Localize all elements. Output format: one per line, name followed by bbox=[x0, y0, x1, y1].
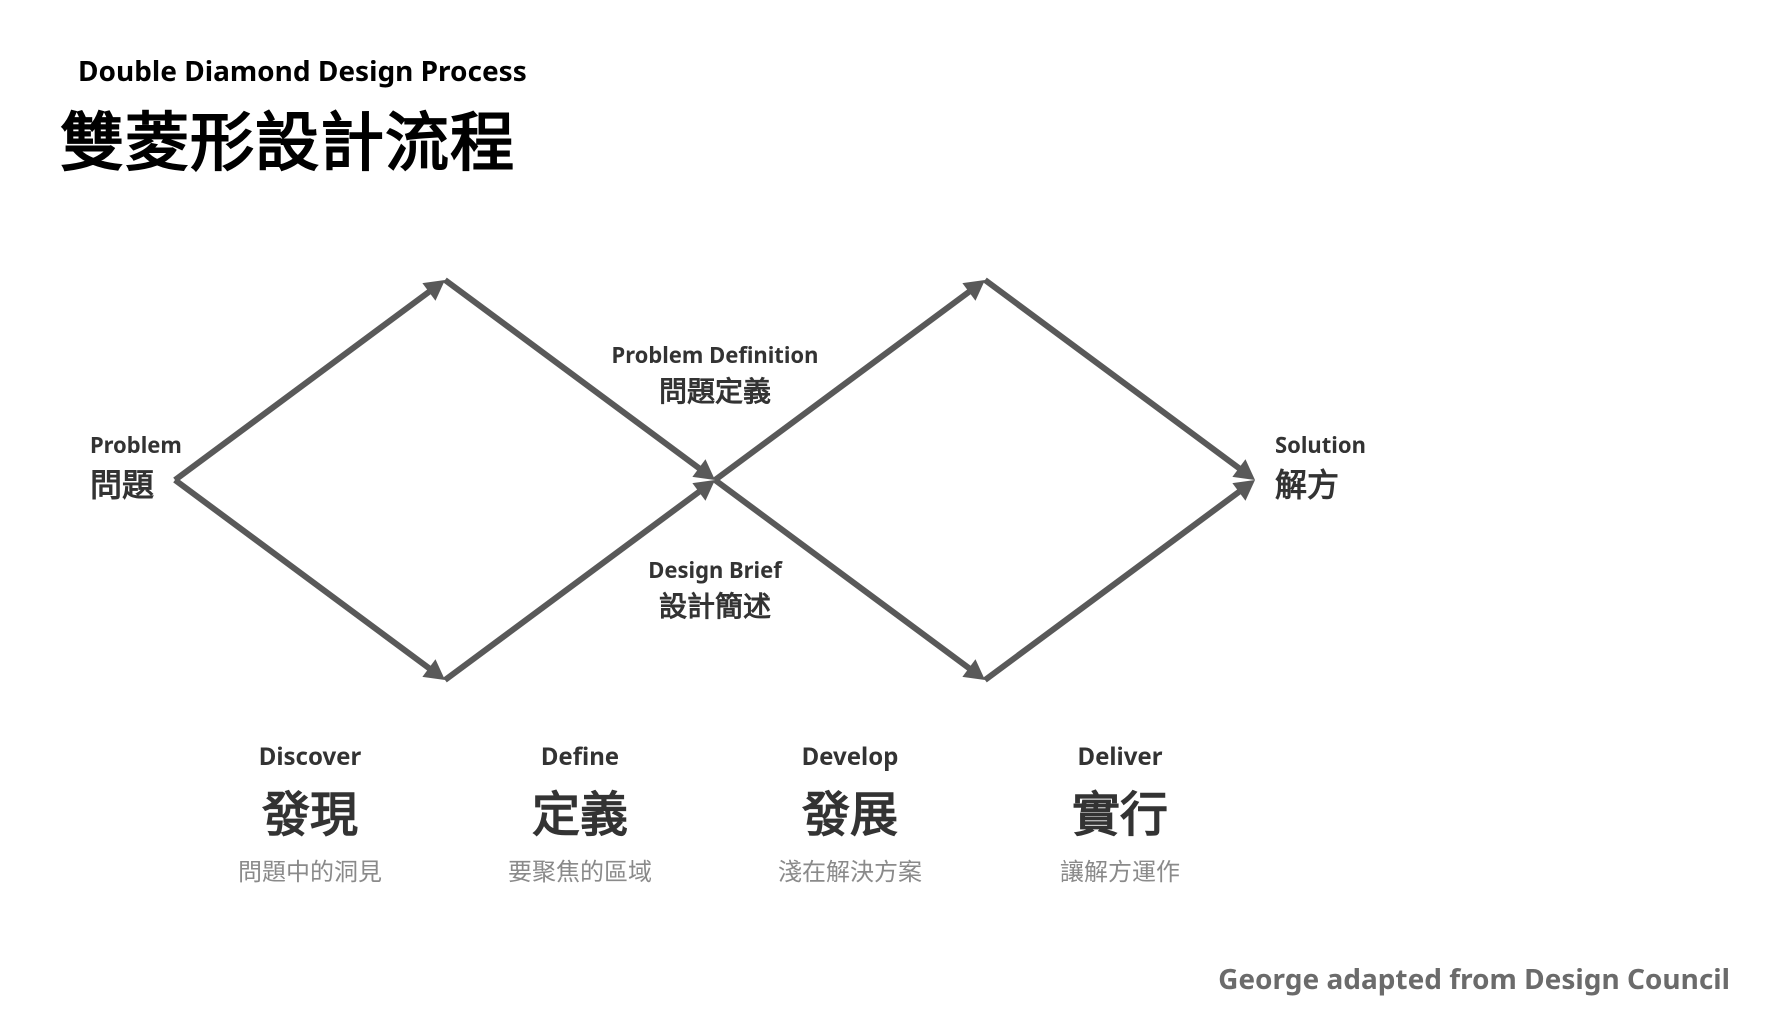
center-bottom-en: Design Brief bbox=[565, 555, 865, 585]
credit-text: George adapted from Design Council bbox=[1218, 960, 1730, 998]
phase-deliver-desc: 讓解方運作 bbox=[990, 852, 1250, 888]
phase-discover-zh: 發現 bbox=[180, 775, 440, 846]
node-problem-label: Problem 問題 bbox=[90, 430, 182, 506]
center-bottom-zh: 設計簡述 bbox=[565, 585, 865, 625]
title-zh: 雙菱形設計流程 bbox=[60, 92, 515, 184]
center-top-en: Problem Definition bbox=[565, 340, 865, 370]
phase-define: Define 定義 要聚焦的區域 bbox=[450, 740, 710, 888]
phase-develop: Develop 發展 淺在解決方案 bbox=[720, 740, 980, 888]
node-solution-en: Solution bbox=[1275, 430, 1366, 460]
phase-deliver-en: Deliver bbox=[990, 740, 1250, 773]
node-problem-zh: 問題 bbox=[90, 460, 182, 506]
phase-deliver: Deliver 實行 讓解方運作 bbox=[990, 740, 1250, 888]
phase-develop-zh: 發展 bbox=[720, 775, 980, 846]
diagram-stage: Double Diamond Design Process 雙菱形設計流程 Pr… bbox=[0, 0, 1790, 1012]
phase-discover-en: Discover bbox=[180, 740, 440, 773]
node-solution-zh: 解方 bbox=[1275, 460, 1366, 506]
phase-develop-desc: 淺在解決方案 bbox=[720, 852, 980, 888]
node-solution-label: Solution 解方 bbox=[1275, 430, 1366, 506]
center-bottom-label: Design Brief 設計簡述 bbox=[565, 555, 865, 625]
phase-discover-desc: 問題中的洞見 bbox=[180, 852, 440, 888]
center-top-label: Problem Definition 問題定義 bbox=[565, 340, 865, 410]
node-problem-en: Problem bbox=[90, 430, 182, 460]
title-en: Double Diamond Design Process bbox=[78, 52, 527, 90]
center-top-zh: 問題定義 bbox=[565, 370, 865, 410]
phase-develop-en: Develop bbox=[720, 740, 980, 773]
phase-deliver-zh: 實行 bbox=[990, 775, 1250, 846]
phase-define-desc: 要聚焦的區域 bbox=[450, 852, 710, 888]
phase-define-zh: 定義 bbox=[450, 775, 710, 846]
phase-discover: Discover 發現 問題中的洞見 bbox=[180, 740, 440, 888]
phase-define-en: Define bbox=[450, 740, 710, 773]
